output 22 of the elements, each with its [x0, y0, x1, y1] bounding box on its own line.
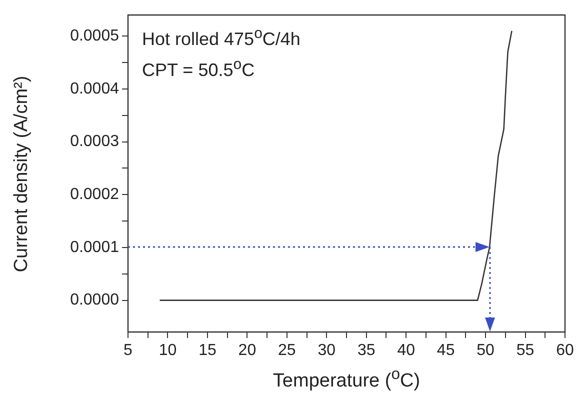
y-tick-label: 0.0004: [70, 80, 120, 98]
annotation: Hot rolled 475$^{o}$C/4h: [142, 24, 300, 51]
x-tick-label: 25: [278, 342, 296, 360]
x-tick-label: 60: [556, 342, 574, 360]
x-axis-title: Temperature ($^{o}$C): [272, 366, 422, 392]
x-tick-label: 15: [198, 342, 216, 360]
x-tick-label: 35: [357, 342, 376, 360]
annotation: CPT = 50.5$^{o}$C: [142, 55, 256, 82]
x-tick-label: 50: [476, 342, 495, 360]
x-tick-label: 20: [238, 342, 256, 360]
x-tick-label: 10: [158, 342, 177, 360]
x-tick-label: 45: [436, 342, 455, 360]
x-tick-label: 40: [397, 342, 416, 360]
x-tick-label: 55: [516, 342, 534, 360]
y-tick-label: 0.0002: [70, 186, 120, 204]
y-tick-label: 0.0005: [70, 28, 120, 45]
y-axis-title: Current density (A/cm²): [11, 75, 33, 272]
y-tick-label: 0.0003: [70, 133, 120, 150]
x-tick-label: 30: [318, 342, 336, 360]
x-tick-label: 5: [124, 342, 133, 360]
y-tick-label: 0.0000: [70, 292, 120, 309]
y-tick-label: 0.0001: [70, 238, 120, 256]
